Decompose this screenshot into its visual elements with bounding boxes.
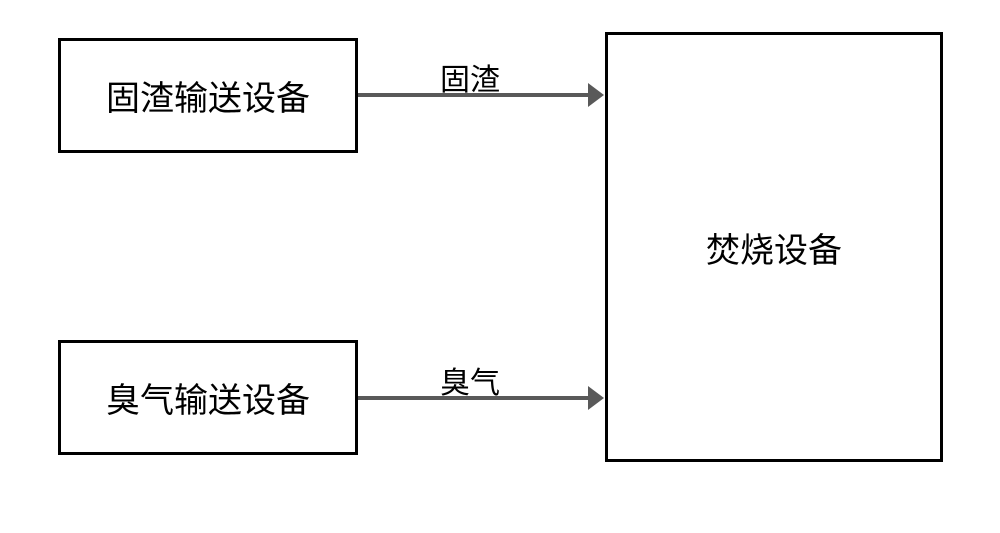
edge-slag-arrowhead-icon (588, 83, 604, 107)
node-slag-conveyor-label: 固渣输送设备 (106, 71, 310, 120)
edge-slag-label-text: 固渣 (440, 64, 500, 97)
edge-slag-label: 固渣 (440, 55, 500, 99)
node-odor-conveyor: 臭气输送设备 (58, 340, 358, 455)
node-odor-conveyor-label: 臭气输送设备 (106, 373, 310, 422)
node-slag-conveyor: 固渣输送设备 (58, 38, 358, 153)
edge-odor-label: 臭气 (440, 358, 500, 402)
edge-odor-label-text: 臭气 (440, 367, 500, 400)
node-incinerator: 焚烧设备 (605, 32, 943, 462)
edge-odor-arrowhead-icon (588, 386, 604, 410)
node-incinerator-label: 焚烧设备 (706, 223, 842, 272)
